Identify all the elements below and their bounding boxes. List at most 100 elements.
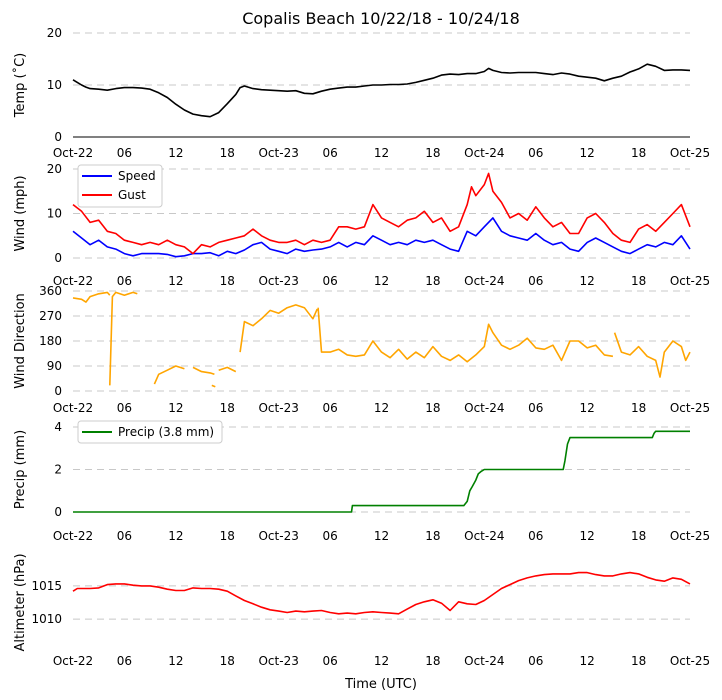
altimeter-xtick-label: Oct-22: [53, 654, 93, 668]
dir-panel: 0 90 180 270 360 Oct-22 06 12 18 Oct-23 06 12 18 Oct-…: [13, 284, 710, 415]
precip-xtick-label: Oct-24: [464, 529, 504, 543]
dir-series-direction: [218, 366, 237, 373]
precip-series-precip-3-8-mm-: [73, 430, 690, 513]
temp-series-temp: [72, 63, 691, 118]
precip-legend-box: [77, 420, 223, 444]
precip-xtick-label: 06: [528, 529, 543, 543]
wind-legend-label: Gust: [118, 188, 146, 202]
dir-xtick-label: 18: [220, 401, 235, 415]
altimeter-panel: 1010 1015 Oct-22 06 12 18 Oct-23 06 12 18 Oct-24 06…: [13, 553, 710, 668]
altimeter-xtick-label: Oct-25: [670, 654, 710, 668]
altimeter-ylabel: Altimeter (hPa): [13, 553, 28, 651]
dir-xtick-label: Oct-23: [258, 401, 298, 415]
wind-panel: 0 10 20 Oct-22 06 12 18 Oct-23 06 12 18 Oct-24 06 12 1…: [13, 162, 710, 288]
altimeter-xtick-label: 18: [220, 654, 235, 668]
temp-xtick-label: Oct-24: [464, 146, 504, 160]
precip-xtick-label: 18: [425, 529, 440, 543]
wind-series-speed: [72, 217, 691, 258]
temp-xtick-label: 18: [631, 146, 646, 160]
dir-ytick-label: 0: [54, 384, 62, 398]
temp-ytick-label: 20: [47, 26, 62, 40]
altimeter-xtick-label: 12: [374, 654, 389, 668]
wind-xtick-label: 06: [528, 274, 543, 288]
dir-series-direction: [153, 365, 185, 385]
dir-xtick-label: 06: [117, 401, 132, 415]
precip-xtick-label: Oct-25: [670, 529, 710, 543]
temp-ytick-label: 0: [54, 130, 62, 144]
temp-xtick-label: 06: [117, 146, 132, 160]
dir-ytick-label: 360: [39, 284, 62, 298]
altimeter-xtick-label: Oct-24: [464, 654, 504, 668]
wind-legend-label: Speed: [118, 169, 156, 183]
precip-xtick-label: 18: [631, 529, 646, 543]
wind-ytick-label: 20: [47, 162, 62, 176]
wind-xtick-label: 12: [168, 274, 183, 288]
dir-ylabel: Wind Direction: [13, 293, 28, 389]
dir-xtick-label: 18: [631, 401, 646, 415]
dir-xtick-label: Oct-22: [53, 401, 93, 415]
precip-xtick-label: Oct-23: [258, 529, 298, 543]
wind-xtick-label: 06: [322, 274, 337, 288]
precip-ytick-label: 2: [54, 463, 62, 477]
wind-xtick-label: 18: [220, 274, 235, 288]
precip-ytick-label: 4: [54, 420, 62, 434]
wind-series-gust: [72, 172, 691, 255]
precip-xtick-label: 12: [580, 529, 595, 543]
altimeter-ytick-label: 1015: [31, 579, 62, 593]
wind-ytick-label: 0: [54, 251, 62, 265]
dir-xtick-label: 18: [425, 401, 440, 415]
altimeter-xtick-label: 12: [580, 654, 595, 668]
temp-xtick-label: Oct-22: [53, 146, 93, 160]
precip-ytick-label: 0: [54, 505, 62, 519]
wind-xtick-label: Oct-25: [670, 274, 710, 288]
dir-series-direction: [192, 366, 215, 376]
dir-xtick-label: Oct-25: [670, 401, 710, 415]
altimeter-xtick-label: 18: [425, 654, 440, 668]
temp-xtick-label: 06: [322, 146, 337, 160]
precip-xtick-label: 06: [117, 529, 132, 543]
temp-xtick-label: 18: [425, 146, 440, 160]
precip-xtick-label: Oct-22: [53, 529, 93, 543]
wind-xtick-label: Oct-23: [258, 274, 298, 288]
altimeter-xtick-label: 06: [117, 654, 132, 668]
dir-series-direction: [211, 384, 216, 388]
wind-ylabel: Wind (mph): [13, 175, 28, 251]
wind-xtick-label: 12: [374, 274, 389, 288]
chart-title: Copalis Beach 10/22/18 - 10/24/18: [242, 9, 520, 28]
temp-ytick-label: 10: [47, 78, 62, 92]
dir-series-direction: [613, 332, 691, 378]
precip-xtick-label: 18: [220, 529, 235, 543]
temp-panel: 0 10 20 Oct-22 06 12 18 Oct-23 06 12 18 Oct-24 06 12 1…: [12, 26, 710, 160]
dir-xtick-label: 12: [168, 401, 183, 415]
altimeter-xtick-label: 06: [528, 654, 543, 668]
wind-xtick-label: Oct-22: [53, 274, 93, 288]
temp-xtick-label: 06: [528, 146, 543, 160]
dir-xtick-label: 12: [374, 401, 389, 415]
precip-legend-label: Precip (3.8 mm): [118, 425, 214, 439]
dir-xtick-label: Oct-24: [464, 401, 504, 415]
temp-xtick-label: Oct-23: [258, 146, 298, 160]
wind-xtick-label: 18: [631, 274, 646, 288]
dir-ytick-label: 180: [39, 334, 62, 348]
precip-panel: 0 2 4 Oct-22 06 12 18 Oct-23 06 12 18 Oct-24 06 12 18 O…: [13, 420, 710, 543]
precip-xtick-label: 06: [322, 529, 337, 543]
temp-xtick-label: 18: [220, 146, 235, 160]
altimeter-xtick-label: 18: [631, 654, 646, 668]
precip-ylabel: Precip (mm): [13, 430, 28, 509]
temp-ylabel: Temp (˚C): [12, 53, 28, 119]
dir-xtick-label: 06: [528, 401, 543, 415]
altimeter-xtick-label: Oct-23: [258, 654, 298, 668]
dir-xtick-label: 06: [322, 401, 337, 415]
temp-xtick-label: Oct-25: [670, 146, 710, 160]
precip-xtick-label: 12: [374, 529, 389, 543]
dir-ytick-label: 90: [47, 359, 62, 373]
dir-ytick-label: 270: [39, 309, 62, 323]
temp-xtick-label: 12: [580, 146, 595, 160]
wind-ytick-label: 10: [47, 207, 62, 221]
dir-series-direction: [72, 291, 111, 303]
temp-xtick-label: 12: [374, 146, 389, 160]
dir-series-direction: [317, 307, 614, 363]
dir-series-direction: [109, 291, 138, 386]
